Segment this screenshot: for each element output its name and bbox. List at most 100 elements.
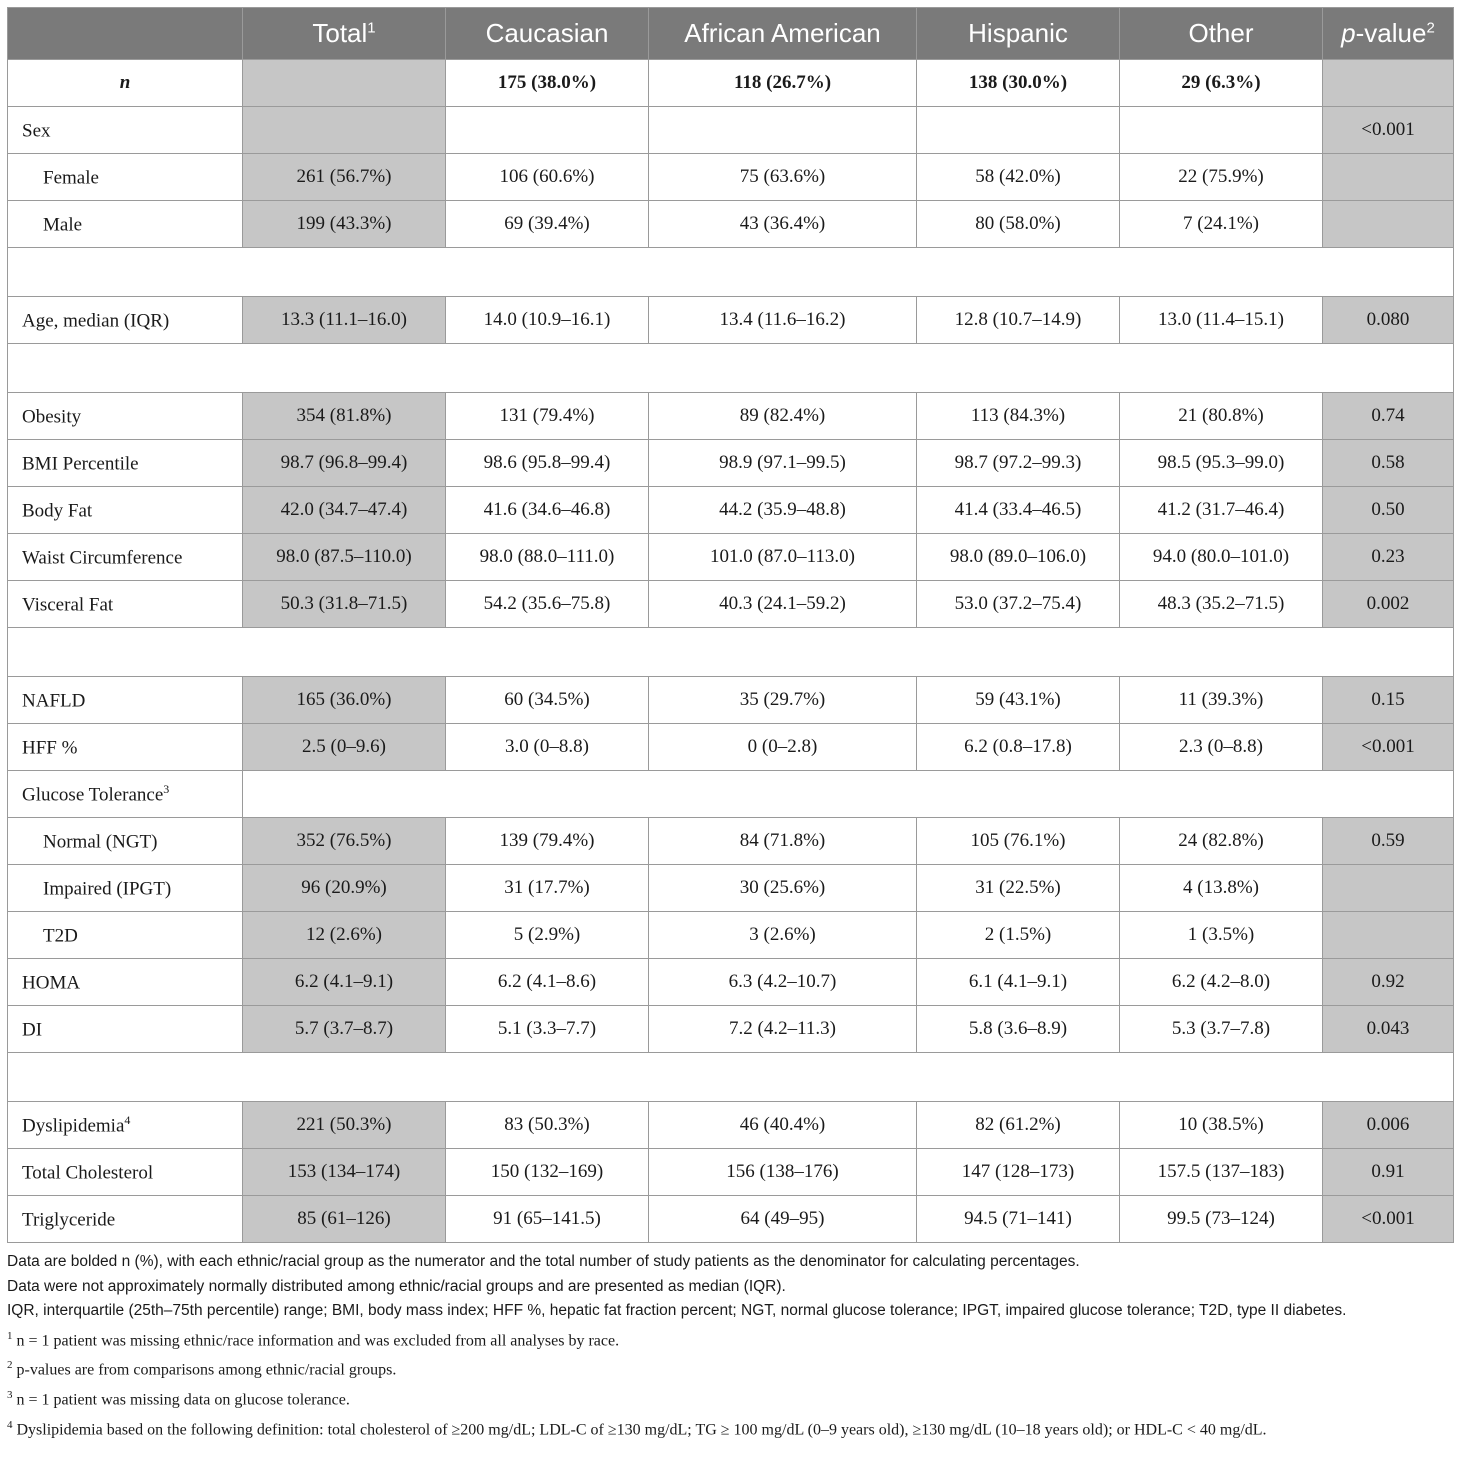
cell-p-value: <0.001	[1322, 1195, 1454, 1243]
row-label-text: Sex	[22, 120, 51, 142]
row-label-text: HFF %	[22, 737, 78, 759]
spacer-row	[7, 247, 1454, 297]
cell-african-american: 46 (40.4%)	[648, 1101, 917, 1149]
cell-hispanic: 80 (58.0%)	[916, 200, 1120, 248]
cell-hispanic: 94.5 (71–141)	[916, 1195, 1120, 1243]
cell-p-value: 0.91	[1322, 1148, 1454, 1196]
cell-total: 98.7 (96.8–99.4)	[242, 439, 446, 487]
cell-other	[1119, 106, 1323, 154]
cell-total: 5.7 (3.7–8.7)	[242, 1005, 446, 1053]
header-cell-label	[7, 7, 243, 60]
row-label-text: Impaired (IPGT)	[43, 878, 172, 900]
cell-other: 41.2 (31.7–46.4)	[1119, 486, 1323, 534]
cell-total	[242, 106, 446, 154]
spacer-cell	[7, 247, 1454, 297]
cell-hispanic: 6.1 (4.1–9.1)	[916, 958, 1120, 1006]
spacer-cell	[7, 1052, 1454, 1102]
cell-african-american: 75 (63.6%)	[648, 153, 917, 201]
cell-other: 10 (38.5%)	[1119, 1101, 1323, 1149]
cell-p-value: 0.006	[1322, 1101, 1454, 1149]
cell-caucasian: 5 (2.9%)	[445, 911, 649, 959]
row-label-footnote-mark: 4	[124, 1112, 131, 1127]
row-label: Waist Circumference	[7, 533, 243, 581]
cell-p-value	[1322, 59, 1454, 107]
cell-other: 2.3 (0–8.8)	[1119, 723, 1323, 771]
cell-other: 6.2 (4.2–8.0)	[1119, 958, 1323, 1006]
cell-p-value: <0.001	[1322, 723, 1454, 771]
cell-other: 4 (13.8%)	[1119, 864, 1323, 912]
cell-caucasian: 5.1 (3.3–7.7)	[445, 1005, 649, 1053]
cell-caucasian: 175 (38.0%)	[445, 59, 649, 107]
header-cell-hispanic: Hispanic	[916, 7, 1120, 60]
cell-hispanic: 147 (128–173)	[916, 1148, 1120, 1196]
cell-other: 5.3 (3.7–7.8)	[1119, 1005, 1323, 1053]
cell-other: 11 (39.3%)	[1119, 676, 1323, 724]
cell-p-value	[1322, 200, 1454, 248]
table-row: Body Fat 42.0 (34.7–47.4) 41.6 (34.6–46.8)…	[7, 486, 1454, 534]
cell-total: 50.3 (31.8–71.5)	[242, 580, 446, 628]
row-label: Dyslipidemia4	[7, 1101, 243, 1149]
cell-caucasian: 31 (17.7%)	[445, 864, 649, 912]
cell-hispanic: 12.8 (10.7–14.9)	[916, 296, 1120, 344]
cell-p-value	[1322, 911, 1454, 959]
cell-other: 29 (6.3%)	[1119, 59, 1323, 107]
cell-total: 153 (134–174)	[242, 1148, 446, 1196]
spacer-row	[7, 627, 1454, 677]
cell-total: 42.0 (34.7–47.4)	[242, 486, 446, 534]
cell-african-american: 3 (2.6%)	[648, 911, 917, 959]
row-label: NAFLD	[7, 676, 243, 724]
row-label: Female	[7, 153, 243, 201]
cell-hispanic: 113 (84.3%)	[916, 392, 1120, 440]
cell-p-value: <0.001	[1322, 106, 1454, 154]
row-label: T2D	[7, 911, 243, 959]
row-label: Visceral Fat	[7, 580, 243, 628]
cell-other: 48.3 (35.2–71.5)	[1119, 580, 1323, 628]
header-cell-total: Total1	[242, 7, 446, 60]
table-row: Sex <0.001	[7, 106, 1454, 154]
note-distribution: Data were not approximately normally dis…	[7, 1277, 786, 1295]
row-label: Normal (NGT)	[7, 817, 243, 865]
cell-p-value: 0.58	[1322, 439, 1454, 487]
cell-total: 2.5 (0–9.6)	[242, 723, 446, 771]
cell-other: 1 (3.5%)	[1119, 911, 1323, 959]
row-label: Obesity	[7, 392, 243, 440]
cell-caucasian: 98.6 (95.8–99.4)	[445, 439, 649, 487]
cell-hispanic: 82 (61.2%)	[916, 1101, 1120, 1149]
table-row: Waist Circumference 98.0 (87.5–110.0) 98.0…	[7, 533, 1454, 581]
row-label-text: HOMA	[22, 972, 81, 994]
cell-african-american: 89 (82.4%)	[648, 392, 917, 440]
cell-african-american: 64 (49–95)	[648, 1195, 917, 1243]
cell-p-value: 0.23	[1322, 533, 1454, 581]
cell-p-value	[1322, 153, 1454, 201]
cell-african-american: 7.2 (4.2–11.3)	[648, 1005, 917, 1053]
cell-african-american: 35 (29.7%)	[648, 676, 917, 724]
cell-total: 13.3 (11.1–16.0)	[242, 296, 446, 344]
spacer-cell	[7, 627, 1454, 677]
cell-hispanic: 2 (1.5%)	[916, 911, 1120, 959]
note-abbreviations: IQR, interquartile (25th–75th percentile…	[7, 1302, 1347, 1319]
cell-african-american: 84 (71.8%)	[648, 817, 917, 865]
cell-african-american	[648, 106, 917, 154]
cell-other: 157.5 (137–183)	[1119, 1148, 1323, 1196]
row-label: n	[7, 59, 243, 107]
cell-african-american: 40.3 (24.1–59.2)	[648, 580, 917, 628]
cell-total: 221 (50.3%)	[242, 1101, 446, 1149]
cell-hispanic: 53.0 (37.2–75.4)	[916, 580, 1120, 628]
cell-total: 6.2 (4.1–9.1)	[242, 958, 446, 1006]
row-label-text: DI	[22, 1019, 43, 1041]
cell-other: 21 (80.8%)	[1119, 392, 1323, 440]
row-label-text: Body Fat	[22, 500, 93, 522]
spacer-row	[7, 343, 1454, 393]
cell-total: 85 (61–126)	[242, 1195, 446, 1243]
table-row: Total Cholesterol 153 (134–174) 150 (132–1…	[7, 1148, 1454, 1196]
cell-caucasian: 131 (79.4%)	[445, 392, 649, 440]
cell-african-american: 98.9 (97.1–99.5)	[648, 439, 917, 487]
table-row: T2D 12 (2.6%) 5 (2.9%) 3 (2.6%) 2 (1.5%) 1 (3…	[7, 911, 1454, 959]
cell-total: 199 (43.3%)	[242, 200, 446, 248]
table-row: Visceral Fat 50.3 (31.8–71.5) 54.2 (35.6–7…	[7, 580, 1454, 628]
table-row: Female 261 (56.7%) 106 (60.6%) 75 (63.6%) 58…	[7, 153, 1454, 201]
cell-p-value: 0.59	[1322, 817, 1454, 865]
table-row: HFF % 2.5 (0–9.6) 3.0 (0–8.8) 0 (0–2.8) 6.2 …	[7, 723, 1454, 771]
table-row: Impaired (IPGT) 96 (20.9%) 31 (17.7%) 30 (2…	[7, 864, 1454, 912]
cell-caucasian: 91 (65–141.5)	[445, 1195, 649, 1243]
